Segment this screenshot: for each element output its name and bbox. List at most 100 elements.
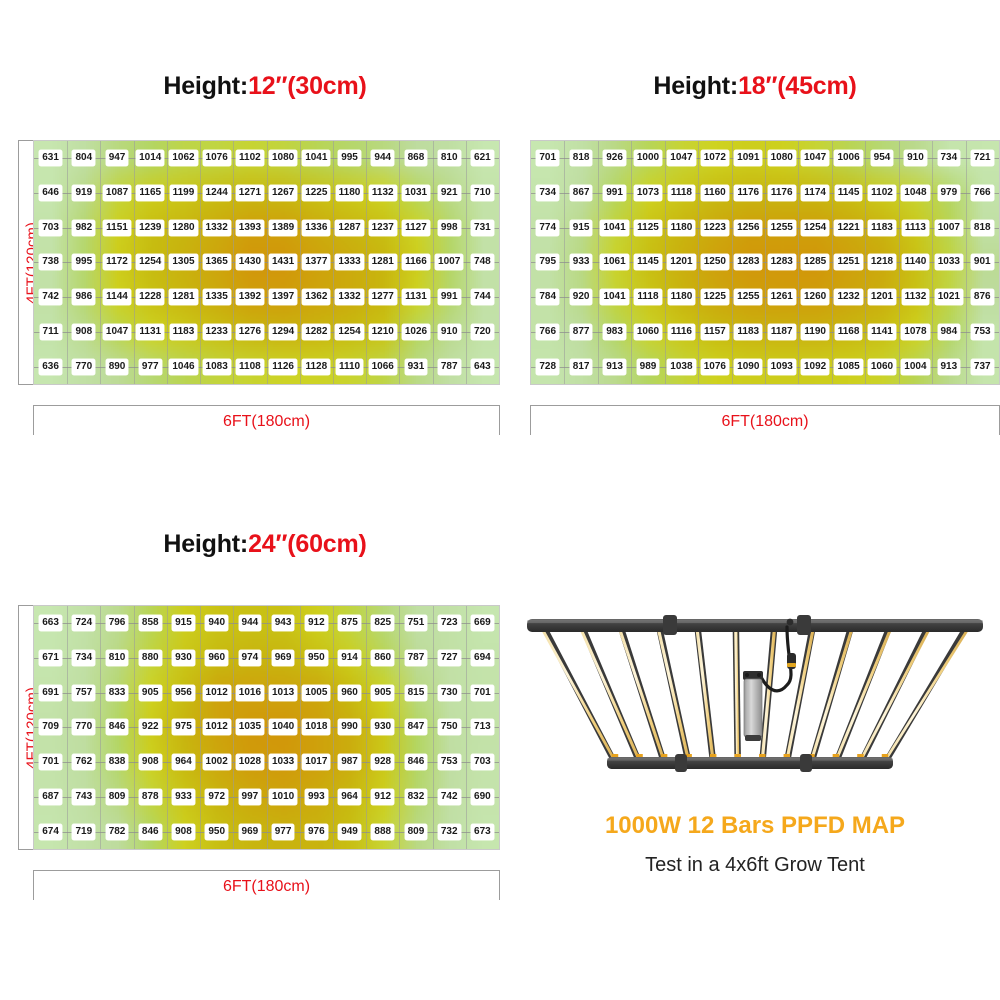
heatmap-cell-value: 1250 (700, 254, 729, 271)
heatmap-cell: 731 (466, 219, 499, 236)
heatmap-cell-value: 743 (72, 788, 96, 805)
heatmap-cell: 908 (67, 323, 100, 340)
panel-title-label: Height: (653, 72, 739, 100)
heatmap-cell: 730 (433, 684, 466, 701)
heatmap-cell-value: 804 (72, 150, 96, 167)
heatmap-cell-value: 1276 (235, 323, 265, 340)
heatmap-cell: 1260 (798, 289, 831, 306)
heatmap-values: 701 818 926 1000 1047 1072 1091 1080 1047 1006 954… (531, 141, 999, 384)
heatmap-cell: 1016 (233, 684, 266, 701)
heatmap-cell-value: 858 (138, 615, 162, 632)
heatmap-cell-value: 1092 (801, 358, 830, 375)
heatmap-cell-value: 847 (404, 719, 428, 736)
heatmap-cell-value: 742 (39, 289, 62, 306)
heatmap-cell: 912 (300, 615, 333, 632)
dimension-width-18in: 6FT(180cm) (530, 405, 1000, 435)
heatmap-cell-value: 694 (471, 650, 494, 667)
heatmap-cell: 1392 (233, 289, 266, 306)
heatmap-cell: 943 (267, 615, 300, 632)
heatmap-cell: 1047 (100, 323, 133, 340)
heatmap-cell: 1287 (333, 219, 366, 236)
heatmap-cell: 738 (34, 254, 67, 271)
heatmap-cell: 972 (200, 788, 233, 805)
heatmap-cell: 1005 (300, 684, 333, 701)
heatmap-cell-value: 1199 (169, 185, 198, 202)
heatmap-cell: 878 (134, 788, 167, 805)
heatmap-cell: 1254 (134, 254, 167, 271)
panel-title-value: 24″(60cm) (248, 530, 367, 558)
heatmap-cell-value: 734 (937, 150, 961, 167)
heatmap-row: 784 920 1041 1118 1180 1225 1255 1261 1260 1232 12… (531, 289, 999, 306)
heatmap-cell: 1033 (932, 254, 965, 271)
heatmap-cell-value: 631 (39, 150, 62, 167)
heatmap-cell-value: 1225 (700, 289, 729, 306)
heatmap-cell-value: 709 (39, 719, 62, 736)
heatmap-cell: 915 (564, 219, 597, 236)
heatmap-cell-value: 1041 (600, 289, 629, 306)
heatmap-cell-value: 950 (205, 823, 229, 840)
heatmap-cell: 757 (67, 684, 100, 701)
heatmap-cell: 817 (564, 358, 597, 375)
heatmap-cell-value: 989 (636, 358, 660, 375)
heatmap-cell: 762 (67, 754, 100, 771)
heatmap-cell-value: 687 (39, 788, 62, 805)
heatmap-cell-value: 1078 (901, 323, 930, 340)
heatmap-cell-value: 1047 (801, 150, 830, 167)
heatmap-cell: 876 (966, 289, 999, 306)
heatmap-cell-value: 933 (172, 788, 195, 805)
heatmap-cell: 1166 (399, 254, 432, 271)
heatmap-cell: 804 (67, 150, 100, 167)
heatmap-cell-value: 1014 (136, 150, 165, 167)
heatmap-cell-value: 701 (39, 754, 62, 771)
heatmap-cell-value: 908 (138, 754, 162, 771)
heatmap-cell-value: 1076 (202, 150, 231, 167)
heatmap-cell: 1430 (233, 254, 266, 271)
heatmap-cell: 1076 (698, 358, 731, 375)
heatmap-cell-value: 1165 (136, 185, 165, 202)
heatmap-cell: 766 (531, 323, 564, 340)
heatmap-cell-value: 1393 (235, 219, 265, 236)
heatmap-cell: 1256 (732, 219, 765, 236)
heatmap-cell: 940 (200, 615, 233, 632)
heatmap-cell-value: 636 (39, 358, 62, 375)
heatmap-cell: 983 (598, 323, 631, 340)
heatmap-cell-value: 1389 (268, 219, 298, 236)
heatmap-cell-value: 731 (471, 219, 494, 236)
heatmap-cell-value: 691 (39, 684, 62, 701)
heatmap-cell-value: 1283 (767, 254, 796, 271)
heatmap-cell-value: 1201 (667, 254, 696, 271)
heatmap-cell-value: 998 (437, 219, 461, 236)
heatmap-cell-value: 1431 (268, 254, 298, 271)
heatmap-cell-value: 943 (271, 615, 295, 632)
heatmap-cell-value: 1087 (102, 185, 132, 202)
heatmap-cell-value: 995 (338, 150, 361, 167)
heatmap-cell-value: 673 (471, 823, 494, 840)
heatmap-cell: 933 (167, 788, 200, 805)
heatmap-cell: 1090 (732, 358, 765, 375)
heatmap-cell: 1183 (865, 219, 898, 236)
heatmap-cell-value: 720 (471, 323, 494, 340)
heatmap-row: 766 877 983 1060 1116 1157 1183 1187 1190 1168 114… (531, 323, 999, 340)
panel-title-value: 18″(45cm) (738, 72, 857, 100)
heatmap-cell: 832 (399, 788, 432, 805)
heatmap-cell-value: 701 (536, 150, 560, 167)
heatmap-cell: 782 (100, 823, 133, 840)
heatmap-cell: 810 (100, 650, 133, 667)
heatmap-cell: 750 (433, 719, 466, 736)
heatmap-row: 691 757 833 905 956 1012 1016 1013 1005 960 905 815… (34, 684, 499, 701)
heatmap-cell: 1335 (200, 289, 233, 306)
heatmap-cell: 1128 (300, 358, 333, 375)
heatmap-cell-value: 833 (105, 684, 129, 701)
heatmap-cell: 748 (466, 254, 499, 271)
heatmap-row: 663 724 796 858 915 940 944 943 912 875 825 751 723 6… (34, 615, 499, 632)
heatmap-cell-value: 1144 (103, 289, 131, 306)
heatmap-cell: 913 (598, 358, 631, 375)
heatmap-cell: 701 (466, 684, 499, 701)
heatmap-cell: 787 (433, 358, 466, 375)
heatmap-cell: 732 (433, 823, 466, 840)
heatmap-cell-value: 1093 (767, 358, 796, 375)
heatmap-cell: 1048 (899, 185, 932, 202)
heatmap-cell-value: 690 (471, 788, 494, 805)
heatmap-cell-value: 846 (138, 823, 162, 840)
heatmap-cell-value: 986 (72, 289, 96, 306)
